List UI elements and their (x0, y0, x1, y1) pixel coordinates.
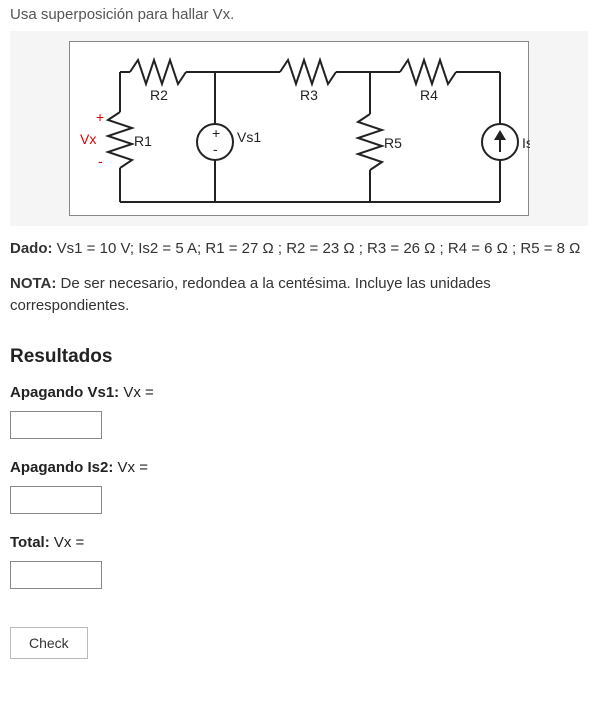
circuit-svg: R2 R3 R4 Is2 R1 + (70, 42, 530, 217)
check-button[interactable]: Check (10, 627, 88, 659)
nota-text: NOTA: De ser necesario, redondea a la ce… (10, 273, 588, 318)
label-r5: R5 (384, 135, 402, 151)
field-label-is2: Apagando Is2: Vx = (10, 459, 588, 476)
circuit-diagram: R2 R3 R4 Is2 R1 + (69, 41, 529, 216)
given-prefix: Dado: (10, 240, 53, 257)
label-vx-minus: - (98, 153, 103, 169)
label-vx: Vx (80, 131, 96, 147)
vs1-minus: - (213, 141, 218, 157)
given-values: Vs1 = 10 V; Is2 = 5 A; R1 = 27 Ω ; R2 = … (53, 240, 581, 257)
label-r4: R4 (420, 87, 438, 103)
field-apagando-is2: Apagando Is2: Vx = (10, 459, 588, 514)
label-r3: R3 (300, 87, 318, 103)
circuit-container: R2 R3 R4 Is2 R1 + (10, 31, 588, 226)
field-total: Total: Vx = (10, 534, 588, 589)
field-label-vs1: Apagando Vs1: Vx = (10, 384, 588, 401)
input-vx-vs1-off[interactable] (10, 411, 102, 439)
given-text: Dado: Vs1 = 10 V; Is2 = 5 A; R1 = 27 Ω ;… (10, 238, 588, 261)
nota-body: De ser necesario, redondea a la centésim… (10, 275, 491, 315)
problem-prompt: Usa superposición para hallar Vx. (10, 6, 588, 23)
nota-prefix: NOTA: (10, 275, 56, 292)
label-is2: Is2 (522, 135, 530, 151)
field-apagando-vs1: Apagando Vs1: Vx = (10, 384, 588, 439)
label-vx-plus: + (96, 109, 104, 125)
input-vx-total[interactable] (10, 561, 102, 589)
label-vs1: Vs1 (237, 129, 261, 145)
label-r2: R2 (150, 87, 168, 103)
label-r1: R1 (134, 133, 152, 149)
results-heading: Resultados (10, 346, 588, 368)
vs1-plus: + (212, 125, 220, 141)
field-label-total: Total: Vx = (10, 534, 588, 551)
input-vx-is2-off[interactable] (10, 486, 102, 514)
